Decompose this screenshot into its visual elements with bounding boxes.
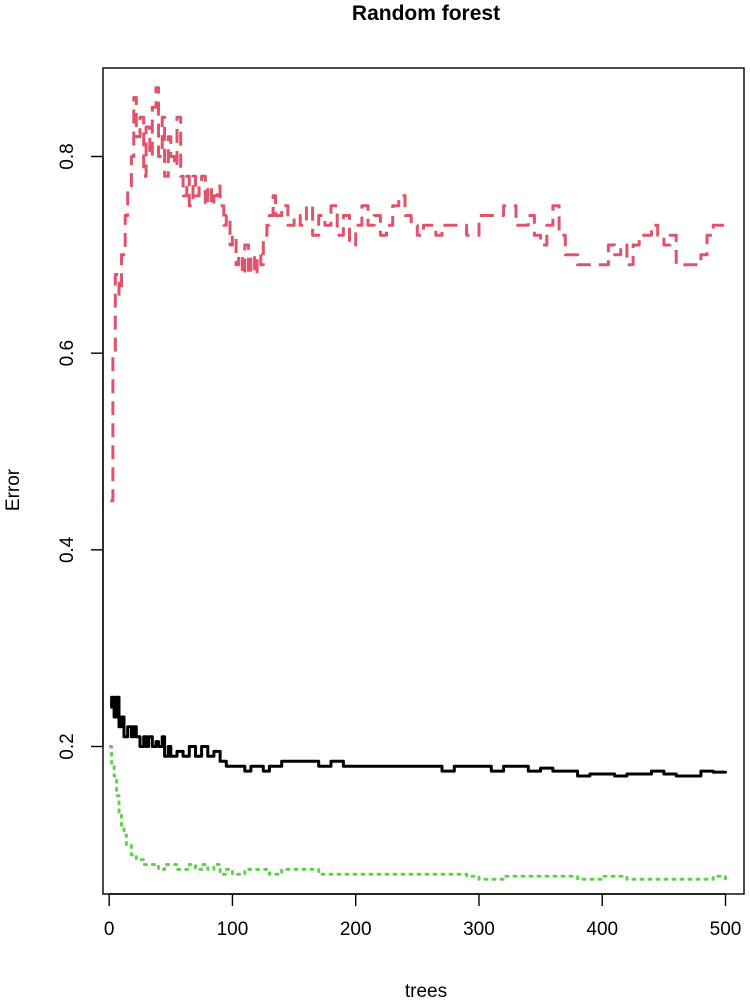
- series-line-solid: [110, 695, 727, 778]
- y-axis-title: Error: [3, 468, 24, 511]
- y-tick-label: 0.6: [57, 340, 78, 366]
- y-tick-label: 0.8: [57, 143, 78, 169]
- x-axis: 0 100 200 300 400 500: [104, 893, 742, 940]
- y-tick-label: 0.2: [57, 733, 78, 759]
- x-tick-label: 400: [586, 919, 618, 940]
- x-tick-label: 0: [104, 919, 115, 940]
- x-tick-label: 300: [463, 919, 495, 940]
- series-line-dotted: [108, 745, 727, 881]
- x-tick-label: 100: [217, 919, 249, 940]
- y-tick-label: 0.4: [57, 536, 78, 563]
- series-layer: [108, 86, 727, 881]
- chart-title: Random forest: [352, 2, 500, 25]
- series-line-dashed: [110, 86, 726, 503]
- x-tick-label: 500: [710, 919, 742, 940]
- y-axis: 0.2 0.4 0.6 0.8: [57, 143, 104, 760]
- x-tick-label: 200: [340, 919, 372, 940]
- x-axis-title: trees: [405, 981, 447, 1002]
